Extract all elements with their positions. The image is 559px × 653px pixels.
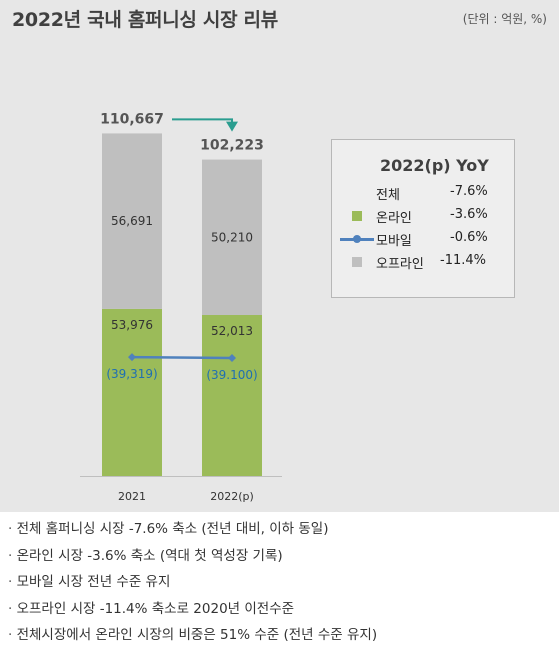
data-label-offline-1: 50,210 [211,230,253,244]
note-item: 모바일 시장 전년 수준 유지 [8,569,553,596]
legend-value: -3.6% [450,207,488,222]
arrow-down-icon [226,121,238,132]
mobile-label-1: (39.100) [206,368,257,382]
notes-list: 전체 홈퍼니싱 시장 -7.6% 축소 (전년 대비, 이하 동일) 온라인 시… [8,516,553,649]
unit-label: (단위 : 억원, %) [462,12,547,26]
legend-label: 모바일 [376,234,412,249]
blue-marker-icon [353,235,361,243]
page-title: 2022년 국내 홈퍼니싱 시장 리뷰 [12,9,278,31]
mobile-line [131,355,233,360]
legend-box: 2022(p) YoY 전체 -7.6% 온라인 -3.6% 모바일 -0.6%… [331,139,515,298]
note-item: 전체 홈퍼니싱 시장 -7.6% 축소 (전년 대비, 이하 동일) [8,516,553,543]
data-label-offline-0: 56,691 [111,214,153,228]
mobile-point-0 [128,353,136,362]
legend-label: 온라인 [376,211,412,226]
legend-value: -11.4% [440,253,486,268]
bar-offline-1 [202,159,262,315]
legend-value: -0.6% [450,230,488,245]
mobile-label-0: (39,319) [106,367,157,381]
note-item: 온라인 시장 -3.6% 축소 (역대 첫 역성장 기록) [8,543,553,570]
legend-row-online: 온라인 -3.6% [332,205,514,226]
legend-value: -7.6% [450,184,488,199]
title-bar: 2022년 국내 홈퍼니싱 시장 리뷰 (단위 : 억원, %) [0,0,559,34]
gray-square-icon [352,257,362,267]
x-tick-label-0: 2021 [118,490,146,503]
x-tick-label-1: 2022(p) [210,490,254,503]
legend-row-offline: 오프라인 -11.4% [332,251,514,272]
legend-title: 2022(p) YoY [380,156,489,175]
bar-online-1 [202,314,262,476]
data-label-online-1: 52,013 [211,324,253,338]
total-label-0: 110,667 [100,111,164,127]
mobile-point-1 [228,354,236,362]
data-label-online-0: 53,976 [111,318,153,332]
note-item: 전체시장에서 온라인 시장의 비중은 51% 수준 (전년 수준 유지) [8,622,553,649]
total-label-1: 102,223 [200,138,264,154]
bar-offline-0 [102,133,162,309]
legend-label: 오프라인 [376,257,424,272]
legend-label: 전체 [376,188,400,203]
legend-row-total: 전체 -7.6% [332,182,514,203]
green-square-icon [352,211,362,221]
note-item: 오프라인 시장 -11.4% 축소로 2020년 이전수준 [8,596,553,623]
market-chart: 53,976 56,691 110,667 2021 52,013 50,210 102,2… [80,111,282,503]
decrease-arrow-line [172,118,233,124]
bar-online-0 [102,308,162,476]
legend-row-mobile: 모바일 -0.6% [332,228,514,249]
